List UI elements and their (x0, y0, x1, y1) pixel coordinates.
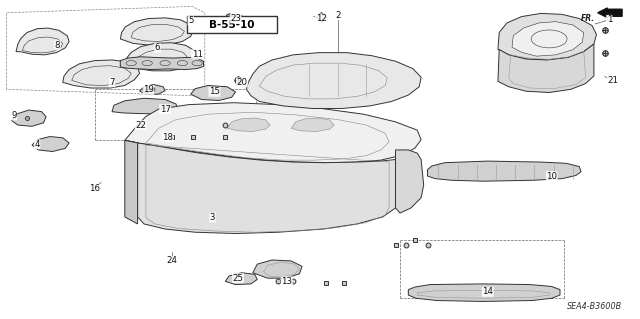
Polygon shape (140, 85, 165, 94)
Text: 4: 4 (35, 140, 40, 149)
Polygon shape (512, 22, 584, 56)
Polygon shape (408, 284, 560, 301)
Text: 23: 23 (230, 14, 241, 23)
Polygon shape (396, 150, 424, 213)
Polygon shape (227, 118, 270, 131)
Text: 19: 19 (143, 85, 154, 94)
Polygon shape (32, 137, 69, 152)
Polygon shape (191, 85, 236, 100)
Text: 13: 13 (281, 277, 292, 286)
Polygon shape (291, 118, 334, 131)
Text: FR.: FR. (581, 14, 595, 23)
Polygon shape (125, 103, 421, 163)
Text: 16: 16 (89, 184, 100, 193)
Text: 6: 6 (155, 43, 160, 52)
Text: 8: 8 (55, 41, 60, 50)
Text: 1: 1 (607, 15, 612, 24)
Polygon shape (120, 57, 204, 70)
Text: 3: 3 (210, 213, 215, 222)
Text: 15: 15 (209, 87, 220, 96)
Polygon shape (246, 53, 421, 108)
Polygon shape (12, 110, 46, 126)
Polygon shape (112, 98, 178, 114)
Text: 14: 14 (482, 287, 493, 296)
Text: 9: 9 (12, 111, 17, 120)
Text: 25: 25 (232, 274, 244, 283)
Polygon shape (125, 140, 138, 224)
Polygon shape (63, 60, 140, 88)
Text: 12: 12 (316, 14, 327, 23)
Polygon shape (428, 161, 581, 181)
Text: 24: 24 (166, 256, 177, 265)
Text: 17: 17 (159, 105, 171, 114)
Text: 10: 10 (546, 172, 557, 181)
Text: 21: 21 (607, 76, 619, 85)
Text: 5: 5 (188, 16, 193, 25)
Polygon shape (253, 260, 302, 278)
Text: 20: 20 (236, 78, 248, 87)
Text: 11: 11 (191, 50, 203, 59)
Polygon shape (16, 28, 69, 55)
Polygon shape (498, 44, 594, 93)
Text: B-55-10: B-55-10 (209, 20, 255, 30)
Text: 22: 22 (135, 121, 147, 130)
Text: SEA4-B3600B: SEA4-B3600B (567, 302, 622, 311)
Text: 2: 2 (335, 11, 340, 20)
Polygon shape (125, 140, 396, 234)
Text: 18: 18 (162, 133, 173, 142)
FancyArrow shape (598, 8, 622, 18)
Polygon shape (498, 13, 596, 60)
Polygon shape (120, 18, 193, 45)
FancyBboxPatch shape (187, 16, 277, 33)
Text: 7: 7 (109, 78, 115, 87)
Polygon shape (125, 43, 197, 71)
Polygon shape (225, 273, 257, 285)
